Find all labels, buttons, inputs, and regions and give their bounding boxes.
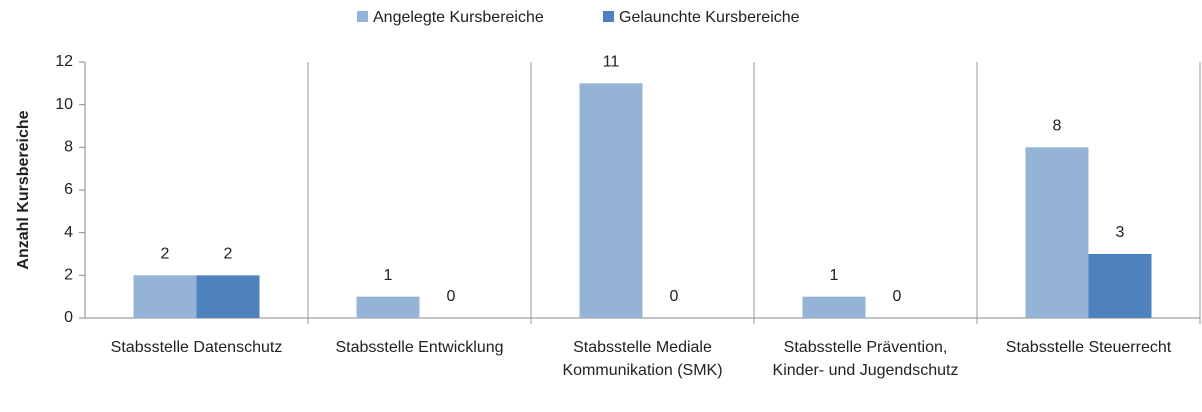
y-tick-label: 12 [55,53,73,70]
y-tick-label: 2 [64,267,73,284]
data-label: 8 [1053,118,1062,135]
bar [1088,254,1152,318]
y-tick-label: 10 [55,96,73,113]
x-tick-label: Stabsstelle Entwicklung [335,339,504,356]
bar [196,275,260,318]
y-tick-label: 6 [64,181,73,198]
y-tick-label: 0 [64,309,73,326]
data-label: 1 [384,267,393,284]
data-label: 11 [603,54,620,71]
data-label: 2 [161,246,170,263]
data-label: 3 [1116,224,1125,241]
x-tick-label: Stabsstelle Steuerrecht [1005,339,1172,356]
bar [579,83,643,318]
data-label: 2 [224,246,233,263]
data-label: 0 [447,288,456,305]
bar [356,296,420,318]
data-label: 1 [830,267,839,284]
x-tick-label: Stabsstelle Datenschutz [110,339,283,356]
y-axis-label: Anzahl Kursbereiche [15,110,32,269]
legend-swatch [357,11,368,22]
x-tick-label: Stabsstelle Mediale Kommunikation (SMK) [562,339,723,379]
bar [1025,147,1089,318]
legend-swatch [603,11,614,22]
bar [133,275,197,318]
y-tick-label: 4 [64,224,73,241]
data-label: 0 [670,288,679,305]
x-tick-label: Stabsstelle Prävention, Kinder- und Juge… [772,339,959,379]
legend-label: Angelegte Kursbereiche [373,9,544,26]
legend-label: Gelaunchte Kursbereiche [619,9,800,26]
y-tick-label: 8 [64,139,73,156]
data-label: 0 [893,288,902,305]
bar [802,296,866,318]
